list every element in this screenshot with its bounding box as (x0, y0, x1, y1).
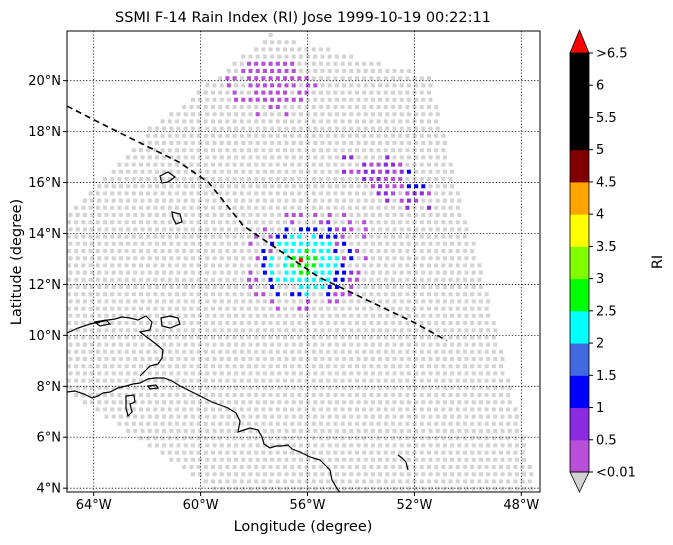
colorbar-tick-label: 5 (596, 143, 604, 158)
colorbar-label: RI (650, 255, 666, 269)
colorbar-segment (570, 53, 589, 86)
swath-pixel-field (67, 33, 534, 491)
storm-track (67, 105, 447, 342)
colorbar-segment (570, 375, 589, 409)
colorbar-segment (570, 343, 589, 376)
storm-center-marker (298, 258, 303, 263)
colorbar-tick-label: 2 (596, 337, 604, 352)
colorbar-tick-label: 3 (596, 272, 604, 287)
map-frame (66, 30, 541, 493)
coastline-tobago (146, 384, 160, 390)
storm-track-line (67, 105, 447, 342)
x-axis-ticks: 64°W 60°W 56°W 52°W 48°W (76, 492, 539, 513)
rain-pixels-level-1 (326, 155, 431, 275)
colorbar-tick-label: 5.5 (596, 111, 617, 126)
y-tick-label: 10°N (28, 329, 61, 344)
y-tick-label: 6°N (37, 431, 62, 446)
gridlines (67, 31, 540, 492)
y-axis-label: Latitude (degree) (9, 199, 25, 325)
rain-pixels-level-2 (261, 169, 426, 297)
coastline-grenada (93, 319, 112, 327)
coastline-south-america (67, 377, 341, 492)
colorbar-segment (570, 310, 589, 344)
colorbar-segment (570, 407, 589, 441)
x-tick-label: 48°W (503, 498, 539, 513)
coastline-guyana (397, 454, 409, 471)
map-title: SSMI F-14 Rain Index (RI) Jose 1999-10-1… (115, 10, 491, 26)
colorbar-segment (570, 149, 589, 183)
y-axis-ticks: 4°N 6°N 8°N 10°N 12°N 14°N 16°N 18°N 20°N (28, 74, 67, 497)
colorbar-segment (570, 278, 589, 312)
rain-pixels-level-4 (268, 234, 339, 297)
swath-pixels (67, 33, 534, 491)
coastline-venezuela-east (67, 315, 164, 377)
coastline-barbados (160, 315, 181, 329)
x-tick-label: 56°W (290, 498, 326, 513)
colorbar-tick-label: 1.5 (596, 369, 617, 384)
x-tick-label: 52°W (396, 498, 432, 513)
colorbar-segment (570, 181, 589, 215)
colorbar-segment (570, 214, 589, 247)
colorbar-tick-label: <0.01 (596, 466, 636, 481)
colorbar-tick-label: 0.5 (596, 433, 617, 448)
coastline-trinidad (125, 394, 136, 418)
coastline-guadeloupe (159, 171, 177, 184)
colorbar-under-triangle (569, 471, 590, 493)
y-tick-label: 4°N (37, 482, 62, 497)
colorbar-tick-label: 4.5 (596, 175, 617, 190)
coastline-martinique (171, 211, 183, 225)
colorbar-tick-label: 1 (596, 401, 604, 416)
map-area (67, 31, 540, 492)
colorbar-segment (570, 246, 589, 280)
rain-pixels (225, 61, 431, 311)
y-tick-label: 16°N (28, 176, 61, 191)
y-tick-label: 8°N (37, 380, 62, 395)
y-tick-label: 20°N (28, 74, 61, 89)
colorbar-tick-label: 3.5 (596, 240, 617, 255)
colorbar-segment (570, 117, 589, 151)
colorbar-frame (569, 52, 590, 473)
colorbar-tick-label: >6.5 (596, 47, 628, 62)
x-axis-label: Longitude (degree) (234, 519, 373, 535)
coastlines (67, 171, 409, 492)
colorbar-segment (570, 85, 589, 118)
colorbar-tick-label: 6 (596, 79, 604, 94)
colorbar-over-triangle (569, 28, 590, 54)
x-tick-label: 64°W (76, 498, 112, 513)
y-tick-label: 12°N (28, 278, 61, 293)
colorbar-tick-label: 4 (596, 208, 604, 223)
x-tick-label: 60°W (183, 498, 219, 513)
colorbar-segment (570, 439, 589, 473)
y-tick-label: 18°N (28, 125, 61, 140)
y-tick-label: 14°N (28, 227, 61, 242)
colorbar-tick-label: 2.5 (596, 304, 617, 319)
colorbar: <0.01 0.5 1 1.5 2 2.5 3 3.5 4 4.5 5 5.5 6 >6.5 (569, 28, 636, 493)
